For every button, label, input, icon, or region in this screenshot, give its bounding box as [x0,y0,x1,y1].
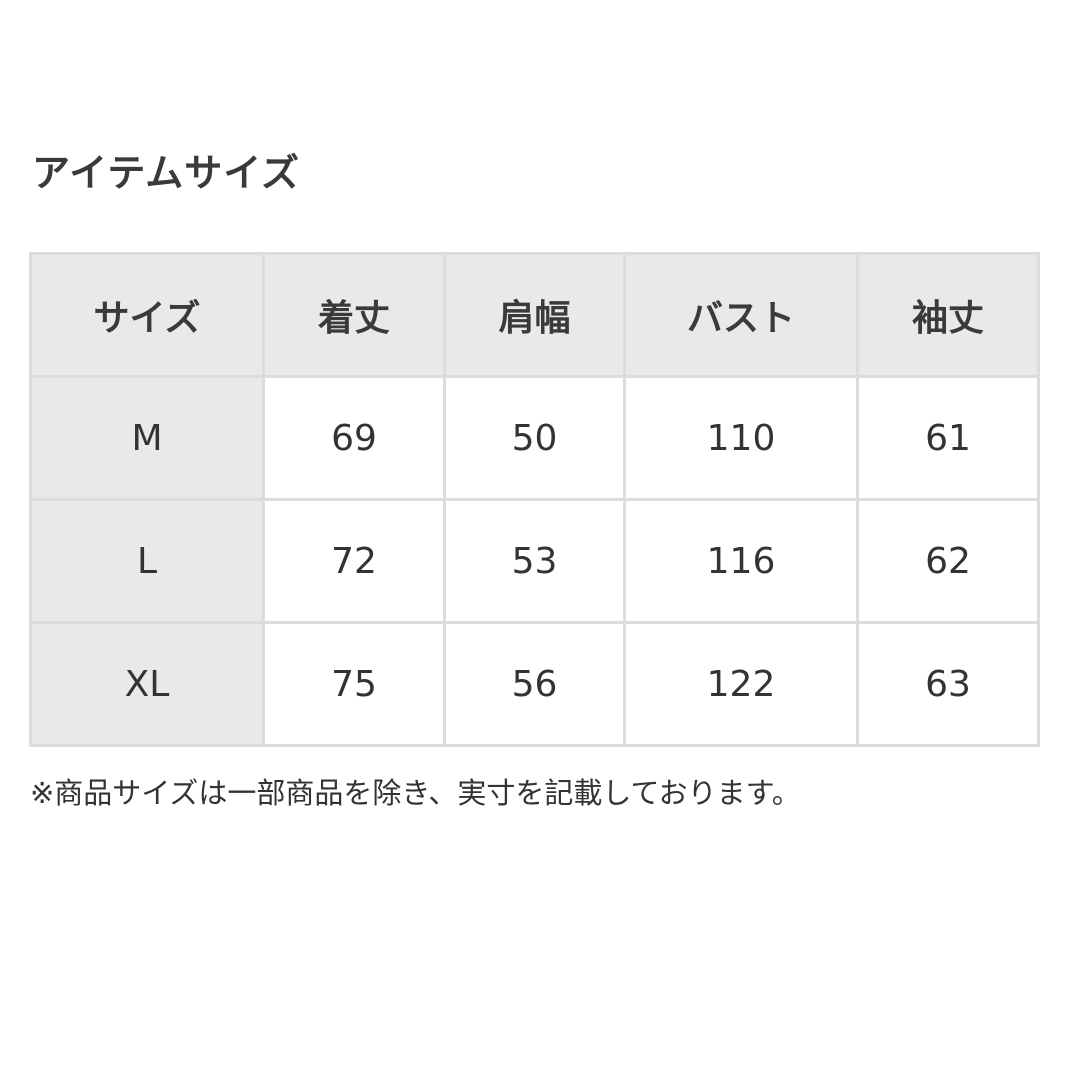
footnote: ※商品サイズは一部商品を除き、実寸を記載しております。 [30,776,801,810]
table-row: M 69 50 110 61 [29,375,1040,501]
header-shoulder: 肩幅 [443,252,626,378]
table-cell: 72 [262,498,446,624]
header-sleeve: 袖丈 [856,252,1040,378]
table-cell: 122 [623,621,859,747]
size-cell: XL [29,621,265,747]
table-cell: 116 [623,498,859,624]
table-cell: 110 [623,375,859,501]
table-cell: 50 [443,375,626,501]
size-cell: L [29,498,265,624]
size-table: サイズ 着丈 肩幅 バスト 袖丈 M 69 50 110 61 L 72 53 … [29,252,1040,747]
table-header-row: サイズ 着丈 肩幅 バスト 袖丈 [29,252,1040,378]
size-cell: M [29,375,265,501]
table-cell: 61 [856,375,1040,501]
header-size: サイズ [29,252,265,378]
table-cell: 62 [856,498,1040,624]
section-title: アイテムサイズ [32,151,301,195]
table-cell: 75 [262,621,446,747]
table-row: L 72 53 116 62 [29,498,1040,624]
header-bust: バスト [623,252,859,378]
table-cell: 56 [443,621,626,747]
table-cell: 53 [443,498,626,624]
header-length: 着丈 [262,252,446,378]
table-cell: 69 [262,375,446,501]
table-row: XL 75 56 122 63 [29,621,1040,747]
table-cell: 63 [856,621,1040,747]
